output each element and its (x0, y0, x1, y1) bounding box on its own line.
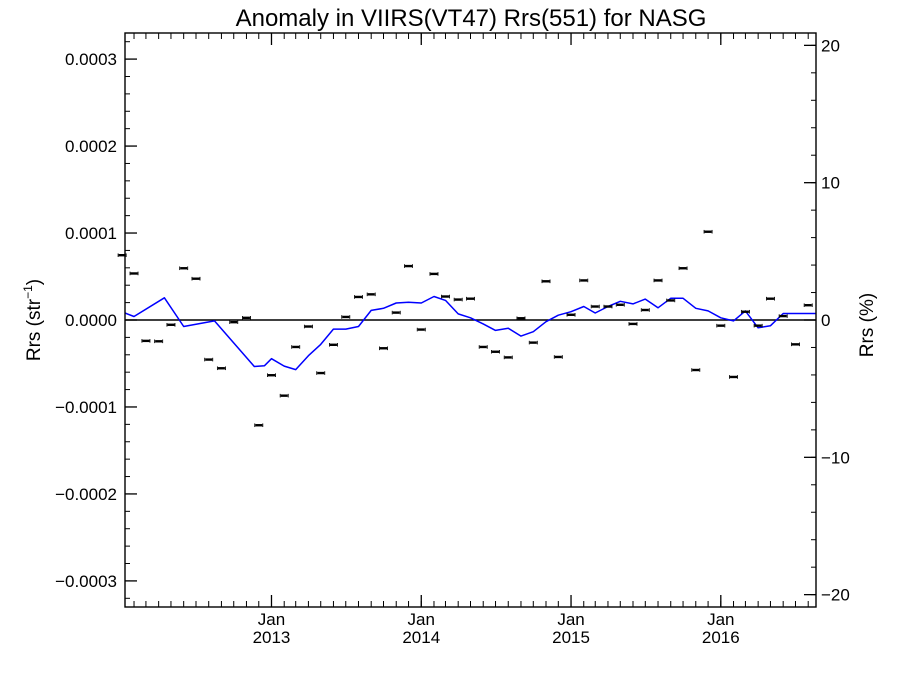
data-point (640, 308, 650, 312)
data-point (590, 304, 600, 309)
y-axis-left-label-base: Rrs (str (24, 298, 45, 361)
data-point (303, 324, 313, 329)
x-tick-label-year: 2016 (702, 628, 740, 647)
y-right-tick-label: −20 (821, 586, 850, 605)
data-point (803, 303, 813, 308)
plot-area (117, 229, 816, 428)
y-left-tick-label: 0.0003 (65, 50, 117, 69)
y-right-tick-label: 0 (821, 311, 830, 330)
x-tick-label-year: 2014 (402, 628, 440, 647)
chart-title: Anomaly in VIIRS(VT47) Rrs(551) for NASG (236, 5, 707, 32)
y-left-tick-label: −0.0001 (55, 398, 117, 417)
y-axis-left-label-superscript: −1 (21, 285, 35, 299)
data-point (441, 294, 450, 299)
data-point (666, 298, 676, 303)
y-right-tick-label: 10 (821, 174, 840, 193)
data-point (740, 309, 750, 314)
x-tick-label-month: Jan (408, 610, 435, 629)
data-point (766, 296, 775, 301)
data-point (316, 371, 326, 375)
data-point (216, 366, 226, 371)
data-point (566, 312, 576, 317)
data-point (753, 323, 763, 328)
data-point (129, 271, 139, 276)
data-point (141, 339, 151, 343)
data-point (404, 264, 413, 268)
y-axis-left-label: Rrs (str−1) (21, 279, 45, 361)
data-point (703, 229, 713, 234)
data-point (716, 323, 726, 328)
y-right-tick-label: 20 (821, 36, 840, 55)
data-point (154, 339, 164, 344)
data-point (778, 314, 788, 318)
data-point (229, 320, 239, 324)
data-point (204, 357, 214, 362)
y-left-tick-label: 0.0000 (65, 311, 117, 330)
data-point (242, 316, 251, 320)
data-point (291, 345, 301, 349)
data-point (516, 316, 526, 321)
data-point (466, 296, 475, 301)
smoothed-anomaly-line (124, 295, 816, 371)
x-tick-label-month: Jan (557, 610, 584, 629)
data-point (254, 423, 264, 428)
data-point (191, 276, 201, 281)
data-point (579, 278, 589, 283)
data-point (267, 373, 276, 378)
data-point (628, 322, 638, 326)
data-point (179, 266, 189, 271)
data-point (503, 355, 513, 360)
data-point (615, 302, 625, 307)
x-tick-label-month: Jan (707, 610, 734, 629)
data-point (416, 327, 426, 332)
data-point (379, 346, 388, 351)
data-point (354, 295, 363, 299)
data-point (691, 368, 701, 372)
data-point (541, 279, 551, 284)
data-point (453, 297, 463, 302)
data-point (653, 278, 663, 283)
x-tick-label-month: Jan (258, 610, 285, 629)
data-point (366, 292, 376, 297)
y-left-tick-label: −0.0003 (55, 572, 117, 591)
data-point (429, 272, 439, 276)
y-left-tick-label: −0.0002 (55, 485, 117, 504)
x-tick-label-year: 2015 (552, 628, 590, 647)
axes: 0.0003 0.0002 0.0001 0.0000 −0.0001 −0.0002 −0… (55, 33, 850, 647)
data-point (341, 315, 351, 319)
y-right-tick-label: −10 (821, 448, 850, 467)
data-point (478, 345, 488, 349)
data-point (328, 342, 338, 347)
y-left-tick-label: 0.0002 (65, 137, 117, 156)
data-point (678, 266, 688, 271)
data-point (528, 340, 538, 345)
y-left-tick-label: 0.0001 (65, 224, 117, 243)
data-point (491, 349, 500, 354)
y-axis-right-label: Rrs (%) (857, 293, 878, 357)
data-point (729, 375, 738, 379)
data-point (166, 322, 176, 327)
data-point (791, 342, 800, 347)
data-point (279, 393, 289, 398)
data-point (391, 310, 401, 315)
data-point (553, 355, 563, 359)
y-axis-left-label-close: ) (24, 279, 45, 285)
x-tick-label-year: 2013 (253, 628, 291, 647)
data-point (603, 304, 613, 309)
